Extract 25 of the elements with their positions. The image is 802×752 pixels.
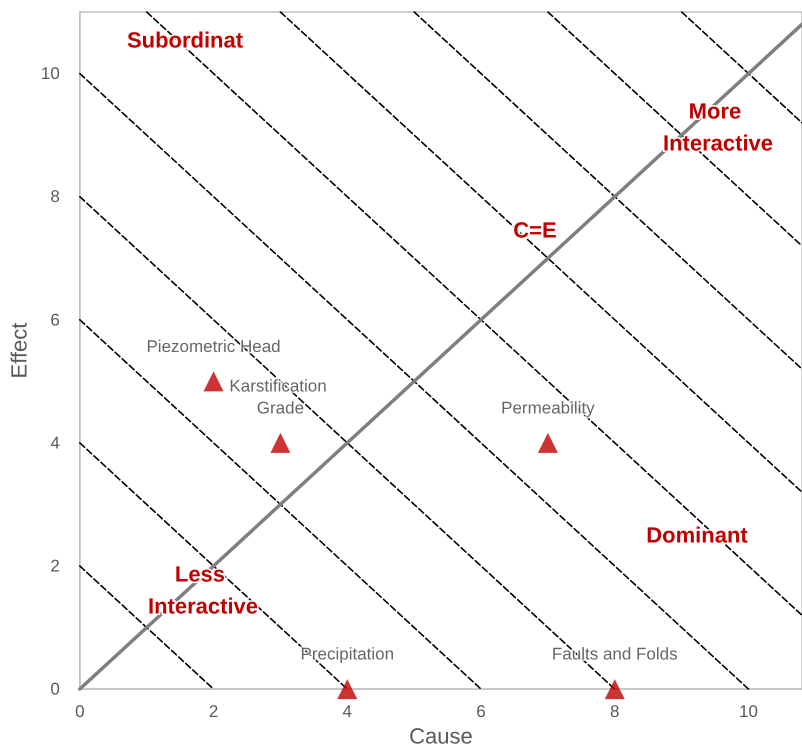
annotation: Subordinat <box>126 28 244 52</box>
x-tick-label: 4 <box>342 702 352 722</box>
point <box>538 432 558 453</box>
y-axis-title: Effect <box>6 322 32 378</box>
y-tick-label: 2 <box>50 556 60 576</box>
point <box>270 432 290 453</box>
y-tick-label: 4 <box>50 433 60 452</box>
y-tick-label: 6 <box>50 310 60 330</box>
data-label: Piezometric Head <box>146 336 281 356</box>
annotation: C=E <box>513 218 557 242</box>
annotation: Less Interactive <box>148 562 258 618</box>
data-label: Faults and Folds <box>552 644 678 664</box>
x-tick-label: 0 <box>75 702 85 722</box>
x-tick-label: 6 <box>476 702 486 722</box>
y-tick-label: 0 <box>50 680 60 699</box>
x-tick-label: 10 <box>739 702 758 722</box>
y-tick-label: 8 <box>50 187 60 206</box>
y-tick-label: 10 <box>40 64 60 84</box>
x-axis-title: Cause <box>409 724 473 748</box>
point <box>337 679 358 700</box>
point <box>604 679 625 700</box>
x-tick-label: 8 <box>610 702 620 722</box>
annotation: More Interactive <box>662 98 774 156</box>
x-tick-label: 2 <box>208 702 218 722</box>
point <box>204 371 224 392</box>
